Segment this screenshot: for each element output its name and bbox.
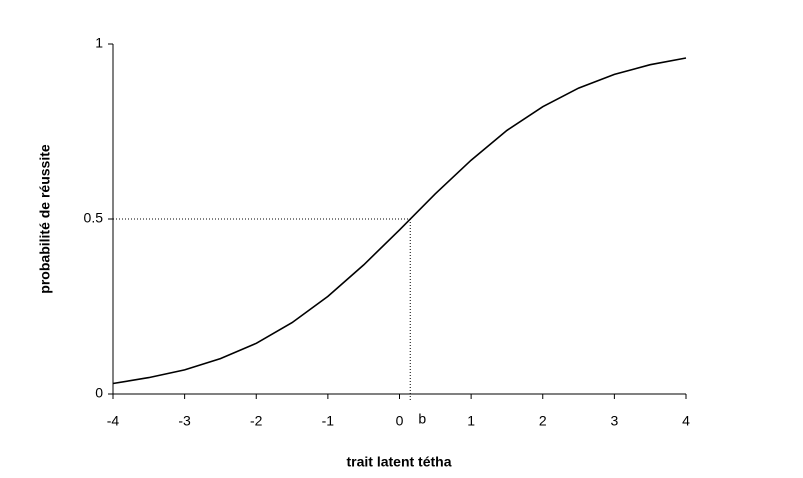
x-tick-label: 3 <box>610 413 618 429</box>
x-tick-label: -4 <box>107 413 120 429</box>
x-tick-label: 1 <box>467 413 475 429</box>
x-axis-label: trait latent tétha <box>346 454 451 470</box>
x-tick-label: 4 <box>682 413 690 429</box>
y-tick-label: 0 <box>95 385 103 401</box>
x-tick-label: 2 <box>539 413 547 429</box>
x-tick-label: -3 <box>178 413 191 429</box>
reference-label: b <box>418 411 426 427</box>
y-tick-label: 0.5 <box>84 210 104 226</box>
x-tick-label: -1 <box>322 413 335 429</box>
y-tick-label: 1 <box>95 35 103 51</box>
curve <box>112 57 687 385</box>
y-axis-label: probabilité de réussite <box>37 144 53 294</box>
x-tick-label: 0 <box>396 413 404 429</box>
x-tick-label: -2 <box>250 413 263 429</box>
